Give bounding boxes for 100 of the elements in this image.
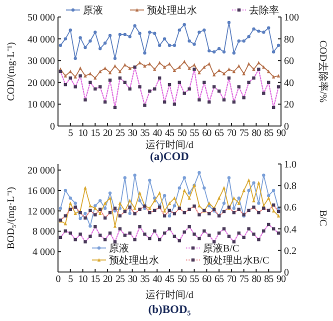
x-tick-label: 90 xyxy=(276,128,286,139)
point xyxy=(182,60,186,64)
point xyxy=(162,208,166,212)
point xyxy=(88,224,92,228)
point xyxy=(252,27,256,31)
point xyxy=(84,212,87,216)
point xyxy=(68,196,72,200)
point xyxy=(162,37,166,40)
y2-tick-label: 0.4 xyxy=(284,224,296,236)
point xyxy=(153,67,156,71)
x-tick-label: 20 xyxy=(103,128,113,139)
x-tick-label: 80 xyxy=(252,128,262,139)
point xyxy=(272,75,276,79)
point xyxy=(232,51,236,55)
x-tick-label: 45 xyxy=(165,128,174,139)
point xyxy=(276,74,280,78)
point xyxy=(143,51,146,55)
point xyxy=(74,56,77,60)
point xyxy=(232,196,236,200)
point xyxy=(172,44,176,47)
y2-tick-label: 100 xyxy=(284,12,299,24)
point xyxy=(148,30,152,34)
point xyxy=(58,206,62,210)
x-tick-label: 60 xyxy=(202,128,212,139)
point xyxy=(267,26,270,30)
point xyxy=(64,222,68,226)
point xyxy=(198,30,201,34)
point xyxy=(272,188,276,192)
y-tick-label: 30 000 xyxy=(28,56,55,68)
point xyxy=(64,188,68,192)
point xyxy=(98,199,102,202)
point xyxy=(128,35,132,38)
point xyxy=(276,214,280,218)
x-tick-label: 45 xyxy=(165,274,174,285)
point xyxy=(78,216,82,220)
point xyxy=(74,202,77,205)
x-tick-label: 65 xyxy=(214,274,224,285)
point xyxy=(123,32,126,36)
point xyxy=(158,60,162,64)
legend-label: 预处理出水B/C xyxy=(203,254,270,266)
point xyxy=(222,50,226,54)
point xyxy=(118,201,122,205)
x-tick-label: 60 xyxy=(202,274,212,285)
point xyxy=(202,186,206,190)
point xyxy=(64,74,68,78)
point xyxy=(188,66,191,70)
point xyxy=(103,66,107,70)
x-tick-label: 20 xyxy=(103,274,113,285)
point xyxy=(143,64,146,68)
point xyxy=(138,60,142,64)
x-tick-label: 10 xyxy=(78,128,88,139)
point xyxy=(262,174,266,177)
x-tick-label: 50 xyxy=(177,128,187,139)
x-tick-label: 25 xyxy=(115,128,125,139)
point xyxy=(212,50,216,54)
y-tick-label: 8 000 xyxy=(32,226,55,238)
point xyxy=(113,64,117,68)
y-axis-title: BOD₅/(mg·L⁻¹) xyxy=(6,186,17,250)
point xyxy=(252,67,256,71)
point xyxy=(88,204,92,208)
point xyxy=(262,65,266,69)
point xyxy=(202,28,206,32)
point xyxy=(172,204,176,208)
x-tick-label: 70 xyxy=(226,128,236,139)
point xyxy=(94,204,97,208)
point xyxy=(262,30,266,34)
x-tick-label: 80 xyxy=(252,274,262,285)
point xyxy=(222,202,226,205)
point xyxy=(103,206,107,210)
y2-axis-title: B/C xyxy=(317,210,328,226)
point xyxy=(158,44,162,47)
y-tick-label: 16 000 xyxy=(28,186,55,197)
point xyxy=(247,62,250,66)
point xyxy=(98,47,102,50)
point xyxy=(148,178,152,182)
y2-tick-label: 40 xyxy=(284,78,294,89)
point xyxy=(192,42,196,46)
point xyxy=(168,214,172,218)
point xyxy=(208,201,211,205)
x-tick-label: 40 xyxy=(152,128,162,139)
point xyxy=(74,212,77,216)
point xyxy=(267,194,270,198)
point xyxy=(247,188,250,192)
x-axis-title: 运行时间/d xyxy=(146,139,194,151)
point xyxy=(178,186,182,190)
y2-tick-label: 80 xyxy=(284,34,294,46)
legend-label: 去除率 xyxy=(249,4,279,16)
point xyxy=(242,188,246,192)
x-tick-label: 65 xyxy=(214,128,224,139)
y2-tick-label: 0.2 xyxy=(284,246,296,257)
point xyxy=(172,68,176,72)
point xyxy=(188,39,191,43)
point xyxy=(247,35,250,38)
x-tick-label: 15 xyxy=(90,274,100,285)
point xyxy=(257,202,260,205)
x-tick-label: 75 xyxy=(239,128,249,139)
point xyxy=(153,32,156,35)
point xyxy=(108,34,112,38)
point xyxy=(178,28,182,32)
point xyxy=(94,206,97,210)
